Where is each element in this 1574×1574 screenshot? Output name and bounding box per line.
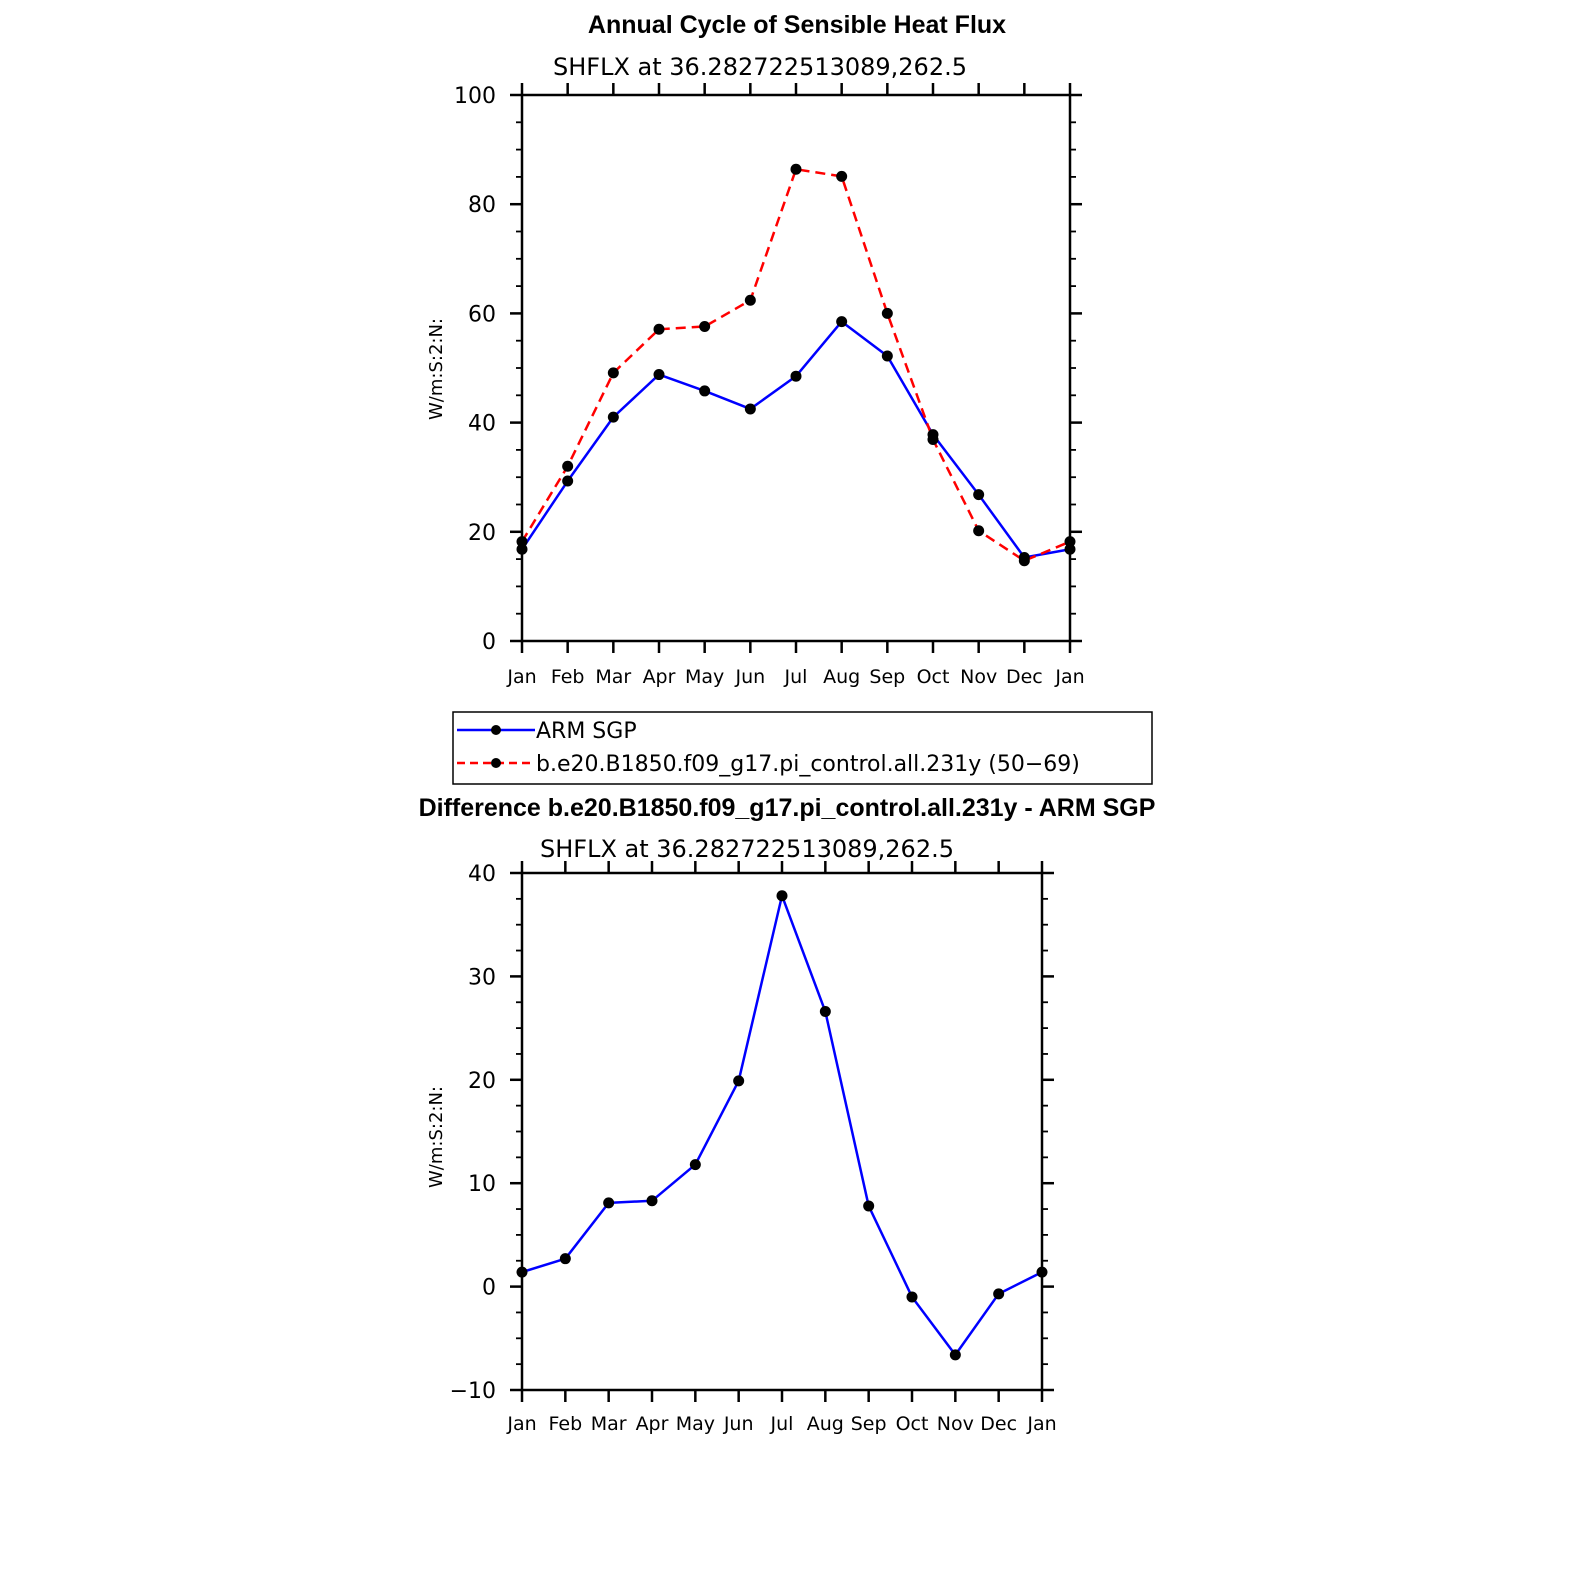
chart2-series-0-point (906, 1291, 918, 1303)
chart1-xtick-label: May (685, 666, 724, 688)
chart1-series-1-point (881, 307, 893, 319)
chart1-title: Annual Cycle of Sensible Heat Flux (588, 11, 1006, 39)
chart2-xtick-label: Jun (723, 1413, 754, 1435)
legend-marker-arm-sgp (491, 725, 501, 735)
chart2-series-0-point (949, 1349, 961, 1361)
chart1-series-0-point (607, 411, 619, 423)
chart2-series-0-point (646, 1195, 658, 1207)
chart1-series-line-1 (520, 168, 1071, 562)
chart1-xtick-label: Jun (734, 666, 765, 688)
chart1-series-line-0 (520, 320, 1071, 559)
chart2-series-line-0 (521, 894, 1043, 1357)
chart1-y-axis-label: W/m:S:2:N: (426, 318, 447, 420)
chart1-series-0-point (516, 543, 528, 555)
legend-label-model: b.e20.B1850.f09_g17.pi_control.all.231y … (536, 752, 1080, 777)
chart1-ytick-label: 100 (454, 84, 496, 109)
chart2-xtick-label: Dec (980, 1413, 1017, 1435)
chart1-subtitle: SHFLX at 36.282722513089,262.5 (553, 53, 967, 81)
chart1-ytick-label: 60 (468, 302, 496, 327)
chart2-ytick-label: 30 (468, 965, 496, 990)
chart1-series-0-point (562, 475, 574, 487)
chart1-series-0-point (653, 369, 665, 381)
chart2-ytick-label: −10 (450, 1379, 496, 1404)
chart2-xtick-label: Mar (591, 1413, 627, 1435)
chart2-series-0-point (733, 1075, 745, 1087)
chart1-series-0-point (881, 350, 893, 362)
chart2-series-0-point (559, 1253, 571, 1265)
chart2-subtitle: SHFLX at 36.282722513089,262.5 (540, 835, 954, 863)
legend: ARM SGP b.e20.B1850.f09_g17.pi_control.a… (452, 711, 1153, 785)
chart1-xtick-label: Jan (506, 666, 536, 688)
chart1-xtick-label: Oct (917, 666, 950, 688)
chart2-xtick-label: Jul (770, 1413, 794, 1435)
chart2-series-0-point (603, 1197, 615, 1209)
chart1-series-1-point (699, 321, 711, 333)
chart2-y-axis-label: W/m:S:2:N: (426, 1086, 447, 1188)
chart2-series-0-point (1036, 1266, 1048, 1278)
chart2-series-0-point (819, 1006, 831, 1018)
chart2-series (516, 890, 1048, 1361)
chart1-xtick-label: Jul (784, 666, 808, 688)
chart1-series-1-point (927, 434, 939, 446)
chart2-xtick-label: Jan (506, 1413, 536, 1435)
chart1-series-1-point (1064, 536, 1076, 548)
chart1-xtick-label: Dec (1006, 666, 1043, 688)
chart1-series-1-point (562, 460, 574, 472)
difference-chart: Difference b.e20.B1850.f09_g17.pi_contro… (419, 794, 1156, 1435)
chart1-xtick-label: Aug (823, 666, 860, 688)
chart1-plot-frame (520, 93, 1072, 643)
legend-label-arm-sgp: ARM SGP (536, 719, 637, 744)
annual-cycle-chart: Annual Cycle of Sensible Heat Flux SHFLX… (426, 11, 1085, 688)
chart1-xtick-label: Mar (595, 666, 631, 688)
chart1-series-0-point (699, 385, 711, 397)
chart1-xtick-label: Sep (869, 666, 905, 688)
chart1-ytick-label: 20 (468, 521, 496, 546)
chart1-series-1-point (653, 323, 665, 335)
chart1-series-1-point (1018, 555, 1030, 567)
chart2-series-0-point (863, 1200, 875, 1212)
chart2-xtick-label: Feb (549, 1413, 583, 1435)
chart2-ytick-label: 10 (468, 1172, 496, 1197)
chart2-series-0-point (993, 1288, 1005, 1300)
chart2-series-0-point (776, 890, 788, 902)
chart1-series-1-point (516, 536, 528, 548)
chart1-series-1-point (744, 294, 756, 306)
chart1-ytick-label: 40 (468, 412, 496, 437)
chart1-series-0-point (836, 316, 848, 328)
chart2-series-0-point (689, 1159, 701, 1171)
chart2-ytick-label: 40 (468, 862, 496, 887)
chart2-plot-frame (520, 871, 1044, 1392)
chart2-xtick-label: Apr (636, 1413, 669, 1435)
chart1-series-0-point (744, 403, 756, 415)
chart1-xtick-label: Apr (643, 666, 676, 688)
chart2-xtick-label: Jan (1026, 1413, 1056, 1435)
chart1-series-0-point (790, 370, 802, 382)
chart2-title: Difference b.e20.B1850.f09_g17.pi_contro… (419, 794, 1156, 822)
chart1-series (516, 163, 1076, 567)
chart1-series-0-point (1064, 543, 1076, 555)
chart1-ytick-label: 0 (482, 630, 496, 655)
chart1-series-0-point (973, 489, 985, 501)
chart2-ytick-label: 20 (468, 1069, 496, 1094)
chart1-series-1-point (973, 525, 985, 537)
chart2-axes: −10 0 10 20 30 40 Jan Feb Mar Apr May Jun Jul Aug Sep O… (450, 861, 1057, 1435)
chart1-axes: 0 20 40 60 80 100 Jan Feb Mar Apr May Jun Jul Aug Sep O… (454, 83, 1085, 688)
chart2-series-0-point (516, 1266, 528, 1278)
chart2-xtick-label: May (676, 1413, 715, 1435)
legend-box (452, 711, 1153, 785)
chart2-ytick-label: 0 (482, 1276, 496, 1301)
chart2-xtick-label: Nov (937, 1413, 974, 1435)
chart1-series-1-point (790, 163, 802, 175)
legend-marker-model (491, 758, 501, 768)
chart2-xtick-label: Oct (896, 1413, 929, 1435)
chart1-xtick-label: Feb (551, 666, 585, 688)
chart2-xtick-label: Sep (851, 1413, 887, 1435)
chart2-xtick-label: Aug (807, 1413, 844, 1435)
chart1-ytick-label: 80 (468, 193, 496, 218)
chart1-xtick-label: Jan (1054, 666, 1084, 688)
chart1-series-1-point (607, 367, 619, 379)
chart1-xtick-label: Nov (960, 666, 997, 688)
chart1-series-1-point (836, 170, 848, 182)
